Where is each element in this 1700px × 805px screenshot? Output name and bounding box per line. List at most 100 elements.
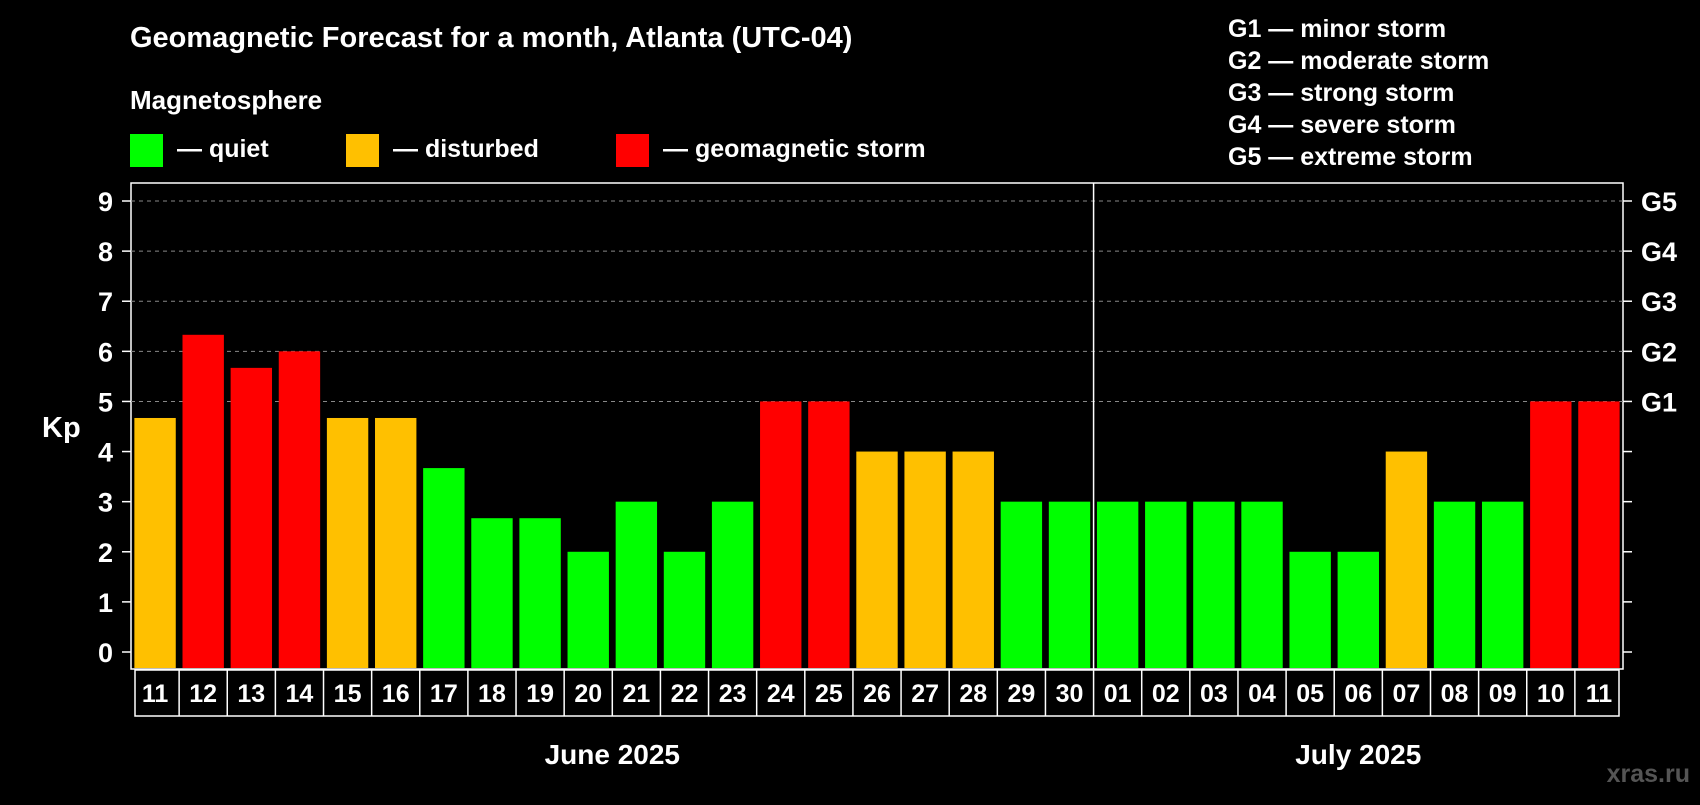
bar-quiet	[1000, 501, 1043, 668]
day-axis-frame	[134, 669, 1620, 717]
x-tick-label: 10	[1537, 680, 1565, 708]
g-tick-label: G4	[1641, 237, 1677, 267]
chart-subtitle: Magnetosphere	[130, 85, 322, 115]
bar-quiet	[615, 501, 658, 668]
bar-quiet	[1337, 551, 1379, 668]
x-tick-label: 19	[526, 680, 554, 708]
g-tick-label: G2	[1641, 337, 1677, 367]
bar-storm	[230, 367, 273, 668]
bar-quiet	[1241, 501, 1283, 668]
x-tick-label: 27	[911, 680, 939, 708]
y-tick-label: 5	[98, 387, 113, 417]
x-tick-label: 02	[1152, 680, 1180, 708]
bar-storm	[182, 334, 224, 668]
y-tick-label: 9	[98, 187, 113, 217]
x-tick-label: 24	[767, 680, 795, 708]
bar-quiet	[1048, 501, 1091, 668]
bar-quiet	[1096, 501, 1139, 668]
bar-disturbed	[904, 451, 946, 668]
x-tick-label: 08	[1441, 680, 1469, 708]
x-tick-label: 30	[1056, 680, 1084, 708]
y-tick-label: 2	[98, 538, 113, 568]
bar-disturbed	[134, 417, 176, 668]
y-tick-label: 3	[98, 488, 113, 518]
g-tick-label: G3	[1641, 287, 1677, 317]
x-tick-label: 18	[478, 680, 506, 708]
bar-quiet	[663, 551, 706, 668]
x-tick-label: 05	[1296, 680, 1324, 708]
g-tick-label: G5	[1641, 187, 1677, 217]
y-axis-label: Kp	[42, 412, 81, 444]
bar-storm	[1530, 401, 1572, 668]
y-tick-label: 1	[98, 588, 113, 618]
bar-quiet	[519, 518, 561, 668]
x-tick-label: 29	[1007, 680, 1035, 708]
plot-frame	[130, 182, 1624, 670]
bar-disturbed	[856, 451, 898, 668]
x-tick-label: 15	[334, 680, 362, 708]
x-tick-label: 14	[286, 680, 314, 708]
bar-disturbed	[952, 451, 994, 668]
g-tick-label: G1	[1641, 387, 1677, 417]
bar-storm	[1578, 401, 1620, 668]
legend-label-disturbed: — disturbed	[393, 135, 539, 163]
x-tick-label: 21	[622, 680, 650, 708]
y-tick-label: 7	[98, 287, 113, 317]
bar-quiet	[423, 468, 465, 668]
legend-swatch-quiet	[130, 134, 163, 167]
bar-disturbed	[375, 417, 417, 668]
month-label: July 2025	[1295, 739, 1421, 770]
bar-quiet	[1433, 501, 1476, 668]
g-legend-item: G1 — minor storm	[1228, 15, 1446, 43]
g-legend-item: G5 — extreme storm	[1228, 143, 1473, 171]
x-tick-label: 01	[1104, 680, 1132, 708]
x-tick-label: 28	[959, 680, 987, 708]
x-tick-label: 16	[382, 680, 410, 708]
x-tick-label: 25	[815, 680, 843, 708]
x-tick-label: 09	[1489, 680, 1517, 708]
x-tick-label: 23	[719, 680, 747, 708]
bar-quiet	[1481, 501, 1524, 668]
x-tick-label: 17	[430, 680, 458, 708]
g-scale-legend: G1 — minor storm G2 — moderate storm G3 — …	[1228, 15, 1489, 171]
y-tick-label: 6	[98, 337, 113, 367]
legend-swatch-disturbed	[346, 134, 379, 167]
y-tick-label: 0	[98, 638, 113, 668]
bar-quiet	[1289, 551, 1331, 668]
bar-quiet	[567, 551, 609, 668]
x-tick-label: 11	[142, 680, 169, 708]
bar-disturbed	[1385, 451, 1428, 668]
bar-quiet	[1193, 501, 1235, 668]
x-tick-label: 20	[574, 680, 602, 708]
bar-storm	[808, 401, 850, 668]
x-tick-label: 03	[1200, 680, 1228, 708]
x-tick-label: 22	[671, 680, 699, 708]
legend-label-storm: — geomagnetic storm	[663, 135, 926, 163]
bar-storm	[760, 401, 802, 668]
level-legend: — quiet — disturbed — geomagnetic storm	[130, 134, 926, 167]
y-tick-label: 4	[98, 438, 113, 468]
x-tick-label: 11	[1586, 680, 1613, 708]
g-legend-item: G3 — strong storm	[1228, 79, 1454, 107]
watermark: xras.ru	[1607, 760, 1690, 788]
g-legend-item: G2 — moderate storm	[1228, 47, 1489, 75]
bar-disturbed	[326, 417, 369, 668]
x-tick-label: 07	[1393, 680, 1421, 708]
bar-storm	[278, 351, 321, 668]
bar-quiet	[711, 501, 754, 668]
x-tick-label: 06	[1344, 680, 1372, 708]
legend-swatch-storm	[616, 134, 649, 167]
g-legend-item: G4 — severe storm	[1228, 111, 1456, 139]
bar-quiet	[471, 518, 513, 668]
legend-label-quiet: — quiet	[177, 135, 269, 163]
y-tick-label: 8	[98, 237, 113, 267]
chart-title: Geomagnetic Forecast for a month, Atlant…	[130, 22, 852, 54]
x-tick-label: 13	[237, 680, 265, 708]
month-label: June 2025	[545, 739, 680, 770]
x-tick-label: 26	[863, 680, 891, 708]
bar-quiet	[1145, 501, 1187, 668]
x-tick-label: 12	[189, 680, 217, 708]
x-tick-label: 04	[1248, 680, 1276, 708]
